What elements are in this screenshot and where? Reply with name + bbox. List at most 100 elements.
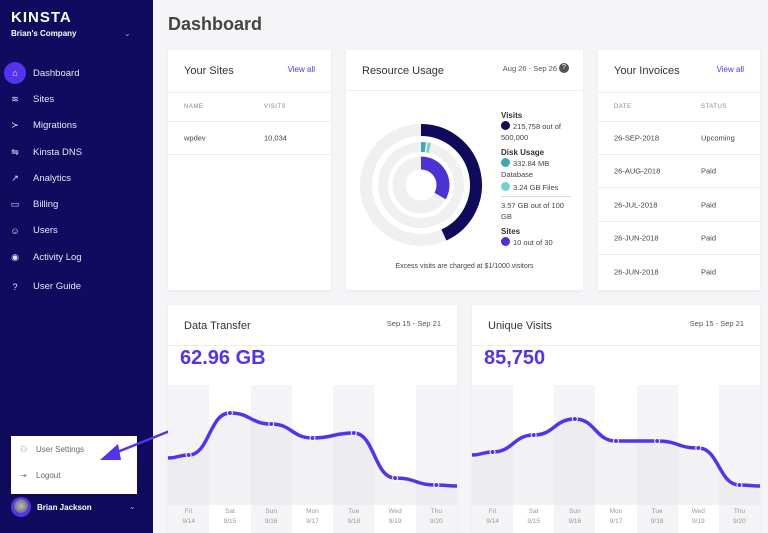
day-label: Tue [651, 508, 663, 515]
sidebar-nav: ⌂ Dashboard ≋ Sites ≻ Migrations ⇋ Kinsta DNS ↗ A… [0, 60, 153, 300]
eye-icon: ◉ [11, 251, 19, 262]
your-sites-card: Your Sites View all NAME VISITS wpdev 10,0… [168, 50, 331, 290]
sidebar-item-label: Users [33, 225, 58, 237]
user-settings-item[interactable]: ⚇ User Settings [20, 444, 85, 454]
table-header: NAME VISITS [168, 92, 331, 122]
sidebar-item-label: Billing [33, 199, 59, 211]
sidebar-item-label: Kinsta DNS [33, 146, 83, 158]
invoice-row[interactable]: 26-JUN-2018 Paid [614, 267, 717, 277]
data-point[interactable] [309, 435, 316, 441]
date-label: 9/20 [430, 518, 443, 525]
date-label: 9/19 [691, 518, 705, 525]
card-title: Your Invoices [614, 65, 680, 77]
area-chart [472, 416, 760, 505]
date-label: 9/19 [388, 518, 402, 525]
sidebar-item-activity-log[interactable]: ◉ Activity Log [0, 244, 153, 270]
card-title: Resource Usage [362, 65, 444, 77]
sidebar-item-kinsta-dns[interactable]: ⇋ Kinsta DNS [0, 139, 153, 165]
chevron-down-icon[interactable]: ⌄ [124, 29, 131, 38]
data-point[interactable] [571, 416, 578, 422]
data-point[interactable] [185, 452, 192, 458]
day-column: Wed 9/19 [374, 385, 416, 533]
date-label: 9/18 [650, 518, 664, 525]
layers-icon: ≋ [11, 93, 19, 104]
day-label: Sun [569, 508, 581, 515]
sidebar-item-label: Analytics [33, 172, 72, 184]
migrate-icon: ≻ [11, 120, 19, 131]
data-point[interactable] [613, 438, 619, 444]
date-range: Sep 15 - Sep 21 [689, 319, 744, 328]
card-title: Unique Visits [488, 320, 552, 332]
resource-usage-card: Resource Usage Aug 26 - Sep 26 ? Visits … [346, 50, 583, 290]
sidebar-item-billing[interactable]: ▭ Billing [0, 191, 153, 217]
avatar [11, 497, 31, 517]
data-point[interactable] [392, 475, 399, 481]
day-label: Fri [488, 508, 497, 515]
day-label: Thu [430, 508, 442, 515]
logout-item[interactable]: ⇥ Logout [20, 470, 61, 480]
invoice-row[interactable]: 26-JUL-2018 Paid [598, 189, 760, 222]
files-dot [501, 182, 510, 191]
unique-visits-card: Unique Visits Sep 15 - Sep 21 85,750 Fri 9… [472, 305, 760, 533]
visits-dot [501, 121, 510, 130]
card-title: Data Transfer [184, 320, 251, 332]
company-selector[interactable]: Brian's Company [11, 29, 77, 38]
card-title: Your Sites [184, 65, 234, 77]
kinsta-logo[interactable]: KINSTA [11, 9, 72, 26]
data-point[interactable] [530, 432, 537, 438]
resource-donut [360, 124, 482, 246]
home-icon: ⌂ [4, 62, 26, 85]
table-header: DATE STATUS [598, 92, 760, 122]
data-point[interactable] [489, 449, 496, 455]
view-all-invoices-link[interactable]: View all [716, 65, 744, 74]
date-range: Sep 15 - Sep 21 [386, 319, 441, 328]
sites-dot [501, 237, 510, 246]
database-dot [501, 158, 510, 167]
sidebar-item-analytics[interactable]: ↗ Analytics [0, 165, 153, 191]
date-label: 9/15 [527, 518, 541, 525]
help-icon[interactable]: ? [559, 63, 569, 73]
day-column: Thu 9/20 [718, 385, 760, 533]
sidebar: KINSTA Brian's Company ⌄ ⌂ Dashboard ≋ Site… [0, 0, 153, 533]
day-label: Thu [733, 508, 746, 515]
data-point[interactable] [268, 421, 275, 427]
invoice-row[interactable]: 26-JUN-2018 Paid [598, 222, 760, 255]
page-title: Dashboard [168, 14, 263, 34]
date-label: 9/16 [264, 518, 278, 525]
user-icon: ⚇ [20, 444, 28, 454]
chevron-down-icon[interactable]: ⌄ [129, 502, 136, 511]
trend-icon: ↗ [11, 172, 19, 183]
sidebar-item-label: User Guide [33, 281, 82, 293]
sidebar-item-label: Sites [33, 93, 55, 105]
day-label: Wed [388, 508, 402, 515]
day-column: Thu 9/20 [415, 385, 457, 533]
data-point[interactable] [226, 410, 233, 416]
invoice-row[interactable]: 26-AUG-2018 Paid [598, 155, 760, 189]
data-transfer-card: Data Transfer Sep 15 - Sep 21 62.96 GB Fr… [168, 305, 457, 533]
sidebar-item-sites[interactable]: ≋ Sites [0, 86, 153, 112]
date-label: 9/16 [568, 518, 582, 525]
data-point[interactable] [350, 430, 357, 436]
invoice-row[interactable]: 26-SEP-2018 Upcoming [598, 122, 760, 155]
data-point[interactable] [433, 482, 440, 488]
sidebar-item-user-guide[interactable]: ? User Guide [0, 273, 153, 299]
data-point[interactable] [654, 438, 661, 444]
day-label: Sat [528, 508, 539, 515]
data-point[interactable] [695, 445, 702, 451]
area-chart [168, 410, 457, 505]
visits-arc [420, 124, 482, 241]
add-user-icon: ☺ [10, 225, 20, 236]
date-label: 9/17 [306, 518, 319, 525]
sidebar-item-users[interactable]: ☺ Users [0, 218, 153, 244]
sidebar-item-dashboard[interactable]: ⌂ Dashboard [0, 60, 153, 86]
files-arc [426, 142, 431, 153]
data-point[interactable] [736, 482, 743, 488]
user-menu: ⚇ User Settings ⇥ Logout [11, 436, 137, 494]
user-account[interactable]: Brian Jackson [11, 497, 92, 517]
sidebar-item-migrations[interactable]: ≻ Migrations [0, 113, 153, 139]
dns-icon: ⇋ [11, 146, 19, 157]
sites-arc [420, 156, 450, 200]
table-row[interactable]: wpdev 10,034 [168, 122, 331, 155]
view-all-sites-link[interactable]: View all [287, 65, 315, 74]
help-icon: ? [12, 281, 18, 292]
